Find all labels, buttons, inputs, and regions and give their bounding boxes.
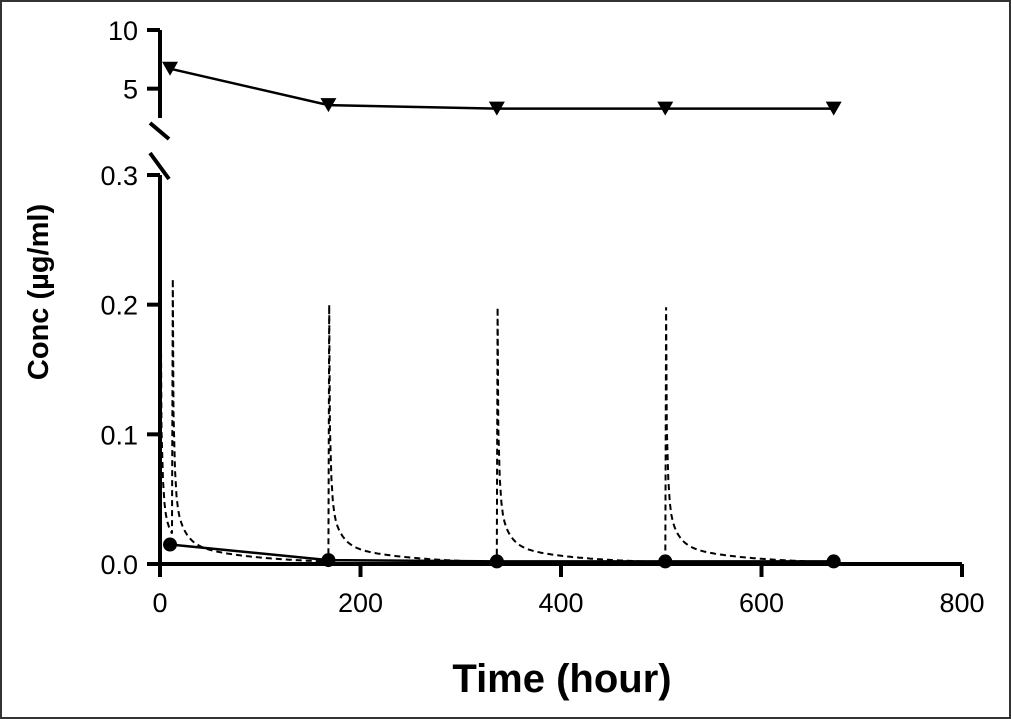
circle-marker xyxy=(826,554,841,569)
y-tick-label-upper: 5 xyxy=(123,75,138,105)
y-tick-label-lower: 0.3 xyxy=(100,161,138,191)
y-tick-label-lower: 0.0 xyxy=(100,550,138,580)
triangle-marker xyxy=(825,101,842,116)
y-tick-label-lower: 0.1 xyxy=(100,420,138,450)
series-layer xyxy=(159,61,842,569)
circle-marker xyxy=(658,554,673,569)
axis-break-mark-upper xyxy=(148,121,171,141)
x-tick-label: 400 xyxy=(538,588,583,618)
triangle-marker xyxy=(657,101,674,116)
x-tick-label: 600 xyxy=(739,588,784,618)
x-tick-label: 0 xyxy=(152,588,167,618)
y-tick-label-upper: 10 xyxy=(108,16,138,46)
x-tick-label: 800 xyxy=(939,588,984,618)
circle-marker xyxy=(321,553,336,568)
x-tick-label: 200 xyxy=(338,588,383,618)
circle-marker xyxy=(163,537,178,552)
y-tick-label-lower: 0.2 xyxy=(100,291,138,321)
x-axis-title: Time (hour) xyxy=(452,657,671,701)
axes xyxy=(148,30,962,566)
triangle-marker xyxy=(488,101,505,116)
triangle-marker xyxy=(162,61,179,76)
series-simulated-dashed-line xyxy=(159,278,834,564)
ticks: 0 200 400 600 800 0.0 0.1 0.2 0.3 5 10 xyxy=(100,16,984,618)
axis-break-mark-lower xyxy=(148,151,171,181)
triangle-marker xyxy=(320,98,337,113)
y-axis-title: Conc (µg/ml) xyxy=(23,204,55,380)
circle-marker xyxy=(489,554,504,569)
